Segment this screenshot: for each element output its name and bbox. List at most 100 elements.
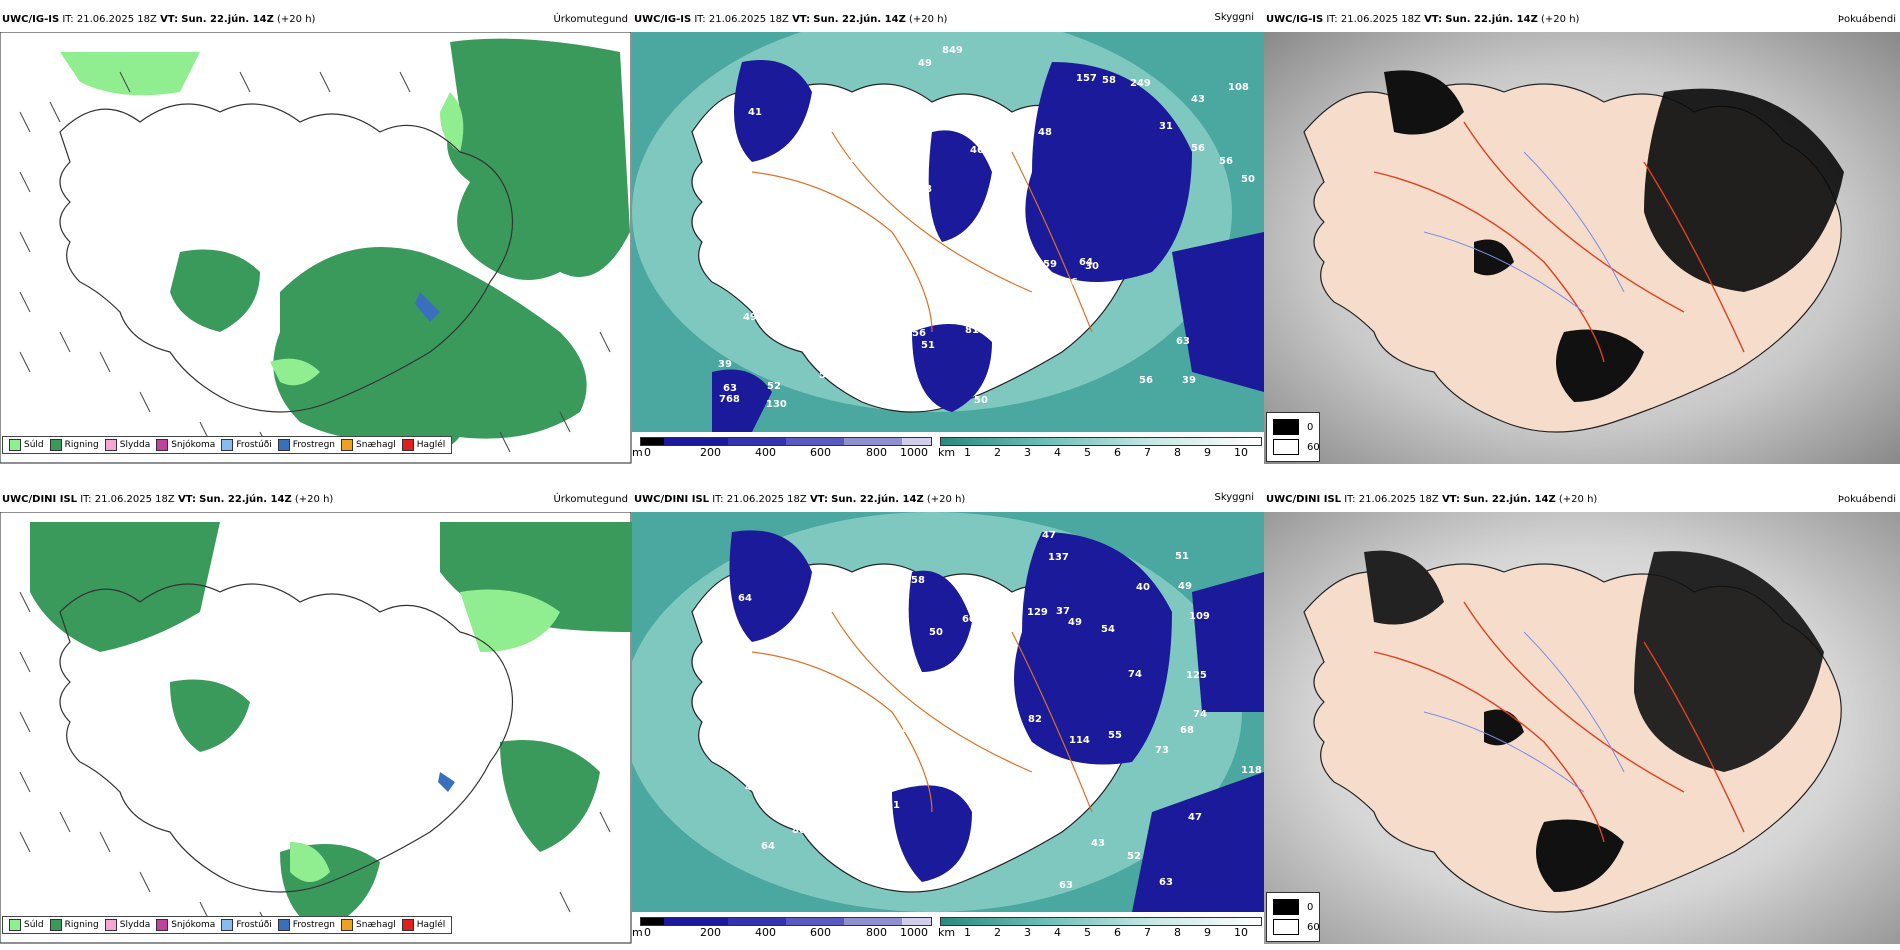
visibility-value: 125 [1186, 670, 1207, 681]
visibility-value: 73 [1155, 745, 1169, 756]
visibility-value: 59 [1043, 259, 1057, 270]
visibility-value: 63 [1176, 336, 1190, 347]
scale-tick: 4 [1054, 926, 1061, 939]
visibility-value: 49 [743, 312, 757, 323]
visibility-value: 63 [723, 383, 737, 394]
visibility-value: 43 [1091, 838, 1105, 849]
visibility-value: 51 [921, 340, 935, 351]
fog-legend: 0 60 [1266, 892, 1320, 942]
scale-tick: 800 [866, 926, 887, 939]
visibility-value: 101 [1045, 291, 1066, 302]
panel-header: UWC/IG-IS IT: 21.06.2025 18Z VT: Sun. 22… [1266, 14, 1580, 25]
visibility-value: 39 [1182, 375, 1196, 386]
scale-tick: 5 [1084, 926, 1091, 939]
visibility-value: 71 [860, 736, 874, 747]
scale-tick: 6 [1114, 446, 1121, 459]
panel-title: Þokuábendi [1837, 14, 1896, 25]
visibility-labels: 63 45 37 64 47 102 86 71 54 60 49 52 61 58 82 49 55 76 122… [719, 530, 1262, 891]
vis-scale-unit: km [938, 926, 956, 939]
scale-tick: 600 [810, 446, 831, 459]
precip-legend: Súld Rigning Slydda Snjókoma Frostúði Fr… [2, 436, 453, 454]
vis-scale-unit: km [938, 446, 956, 459]
visibility-value: 55 [1108, 730, 1122, 741]
precip-panel-top: UWC/IG-IS IT: 21.06.2025 18Z VT: Sun. 22… [0, 12, 632, 464]
panel-title: Skyggni [1214, 492, 1254, 503]
visibility-value: 58 [911, 575, 925, 586]
visibility-value: 768 [719, 394, 740, 405]
visibility-value: 56 [1191, 143, 1205, 154]
scale-tick: 400 [755, 926, 776, 939]
scale-tick: 400 [755, 446, 776, 459]
visibility-value: 47 [1042, 530, 1056, 541]
visibility-value: 46 [970, 145, 984, 156]
scale-tick: 8 [1174, 446, 1181, 459]
visibility-value: 31 [1159, 121, 1173, 132]
visibility-value: 23 [874, 833, 888, 844]
visibility-value: 37 [1056, 606, 1070, 617]
visibility-value: 43 [1191, 94, 1205, 105]
visibility-value: 36 [758, 304, 772, 315]
height-scale-unit: m [632, 926, 643, 939]
visibility-panel-top: UWC/IG-IS IT: 21.06.2025 18Z VT: Sun. 22… [632, 12, 1264, 464]
visibility-value: 63 [1059, 880, 1073, 891]
visibility-value: 109 [1189, 611, 1210, 622]
visibility-value: 50 [1241, 174, 1255, 185]
scale-tick: 2 [994, 446, 1001, 459]
legend-item: Frostúði [221, 919, 272, 931]
visibility-value: 51 [1175, 551, 1189, 562]
fog-legend: 0 60 [1266, 412, 1320, 462]
visibility-value: 70 [710, 154, 724, 165]
panel-header: UWC/IG-IS IT: 21.06.2025 18Z VT: Sun. 22… [634, 14, 948, 25]
scale-tick: 7 [1144, 446, 1151, 459]
visibility-value: 118 [1241, 765, 1262, 776]
precip-panel-bottom: UWC/DINI ISL IT: 21.06.2025 18Z VT: Sun.… [0, 492, 632, 944]
legend-item: Slydda [104, 919, 150, 931]
panel-header: UWC/DINI ISL IT: 21.06.2025 18Z VT: Sun.… [1266, 494, 1598, 505]
visibility-value: 103 [889, 766, 910, 777]
height-scale-bar [640, 917, 932, 926]
visibility-value: 49 [1178, 581, 1192, 592]
visibility-value: 41 [972, 718, 986, 729]
height-scale-bar [640, 437, 932, 446]
visibility-value: 64 [738, 593, 752, 604]
scale-tick: 600 [810, 926, 831, 939]
visibility-value: 74 [1128, 669, 1142, 680]
fog-panel-top: UWC/IG-IS IT: 21.06.2025 18Z VT: Sun. 22… [1264, 12, 1900, 464]
scale-tick: 10 [1234, 446, 1248, 459]
visibility-value: 44 [818, 111, 832, 122]
visibility-value: 68 [1180, 725, 1194, 736]
scale-tick: 200 [700, 446, 721, 459]
visibility-value: 82 [1028, 714, 1042, 725]
fog-map [1264, 32, 1900, 464]
visibility-value: 74 [1193, 709, 1207, 720]
precip-map [0, 512, 632, 944]
visibility-value: 52 [767, 381, 781, 392]
scale-tick: 0 [644, 926, 651, 939]
scale-tick: 0 [644, 446, 651, 459]
visibility-value: 39 [718, 359, 732, 370]
visibility-value: 40 [1136, 582, 1150, 593]
scale-tick: 3 [1024, 446, 1031, 459]
scale-tick: 9 [1204, 446, 1211, 459]
scale-tick: 8 [1174, 926, 1181, 939]
scale-tick: 5 [1084, 446, 1091, 459]
visibility-value: 112 [799, 325, 820, 336]
visibility-value: 54 [1101, 624, 1115, 635]
scale-tick: 2 [994, 926, 1001, 939]
scale-tick: 1000 [900, 926, 928, 939]
scale-tick: 9 [1204, 926, 1211, 939]
panel-title: Skyggni [1214, 12, 1254, 23]
panel-title: Úrkomutegund [553, 14, 628, 25]
visibility-value: 86 [792, 825, 806, 836]
visibility-value: 52 [1127, 851, 1141, 862]
visibility-value: 49 [850, 155, 864, 166]
fog-panel-bottom: UWC/DINI ISL IT: 21.06.2025 18Z VT: Sun.… [1264, 492, 1900, 944]
panel-title: Þokuábendi [1837, 494, 1896, 505]
visibility-value: 37 [949, 674, 963, 685]
visibility-value: 37 [929, 111, 943, 122]
visibility-value: 106 [1057, 277, 1078, 288]
visibility-value: 108 [1228, 82, 1249, 93]
scale-tick: 200 [700, 926, 721, 939]
legend-item: Snæhagl [341, 439, 396, 451]
legend-item: Haglél [401, 919, 445, 931]
